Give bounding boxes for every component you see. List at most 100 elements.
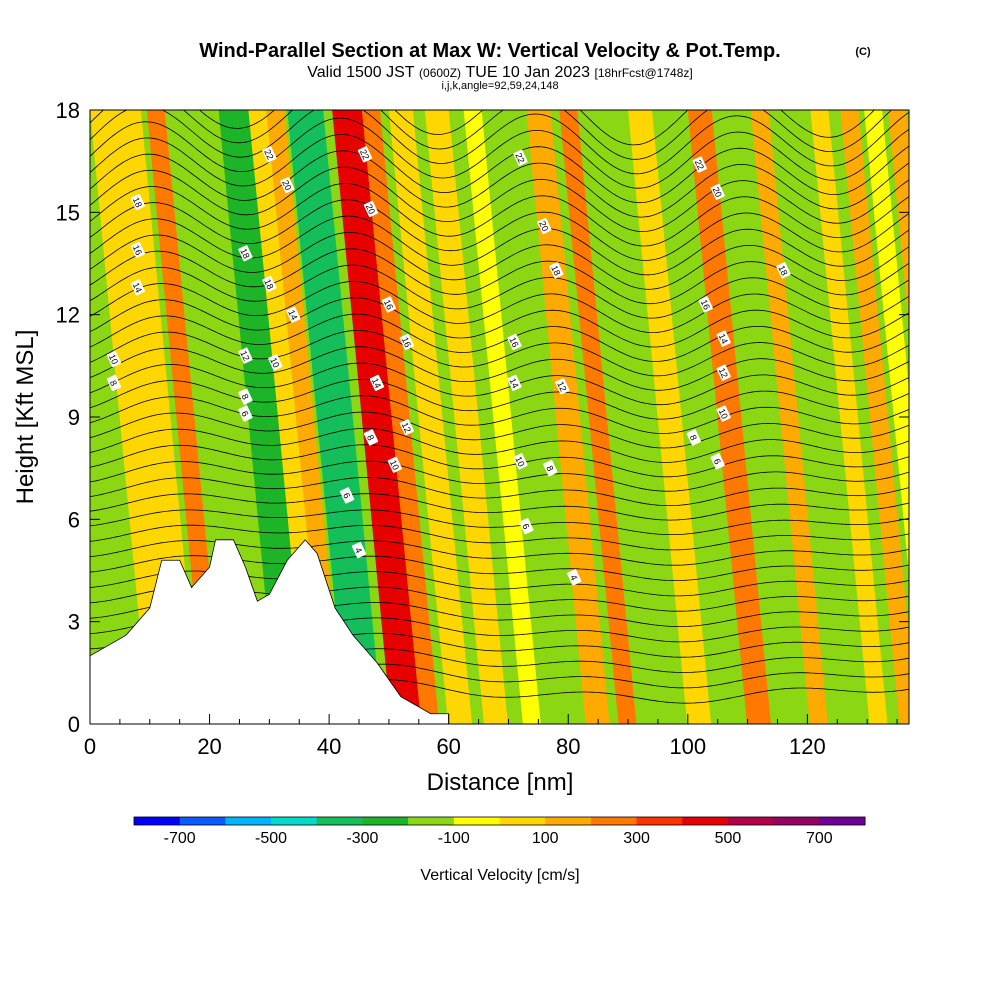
svg-text:18: 18 (549, 264, 562, 277)
svg-text:8: 8 (688, 433, 699, 442)
theta-contour-line (90, 460, 909, 492)
valid-date: TUE 10 Jan 2023 (466, 64, 591, 81)
colorbar-tick-label: 500 (715, 830, 742, 847)
svg-text:8: 8 (108, 379, 119, 388)
colorbar-tick-label: 700 (806, 830, 833, 847)
svg-text:14: 14 (717, 332, 730, 345)
x-tick-label: 80 (556, 734, 580, 759)
velocity-band-11 (424, 110, 508, 724)
contour-label-14: 14 (716, 330, 731, 347)
contour-label-10: 10 (513, 453, 528, 470)
svg-text:10: 10 (388, 458, 401, 471)
svg-text:4: 4 (568, 573, 579, 582)
contour-label-16: 16 (130, 241, 145, 258)
contour-label-12: 12 (399, 419, 415, 436)
svg-text:22: 22 (513, 151, 526, 164)
theta-contour-line (90, 231, 909, 290)
velocity-band-7 (287, 110, 383, 724)
y-tick-label: 12 (56, 303, 80, 328)
svg-text:14: 14 (370, 376, 383, 389)
velocity-band-17 (628, 110, 712, 724)
velocity-band-12 (463, 110, 541, 724)
y-tick-label: 18 (56, 98, 80, 123)
contour-label-16: 16 (507, 333, 522, 351)
y-tick-label: 9 (68, 405, 80, 430)
contour-label-20: 20 (710, 183, 725, 200)
contour-label-10: 10 (268, 354, 283, 371)
contour-label-18: 18 (238, 245, 253, 262)
svg-text:20: 20 (364, 202, 377, 215)
svg-text:22: 22 (358, 148, 371, 161)
contour-label-16: 16 (698, 296, 713, 313)
theta-contour-line (90, 248, 909, 305)
x-tick-label: 20 (197, 734, 221, 759)
contour-label-8: 8 (238, 388, 253, 405)
svg-text:10: 10 (268, 356, 281, 369)
contour-label-22: 22 (262, 146, 277, 163)
theta-contour-line (90, 183, 909, 247)
valid-time-line: Valid 1500 JST (0600Z) TUE 10 Jan 2023 [… (307, 64, 692, 81)
contour-label-6: 6 (238, 405, 253, 422)
colorbar-swatch (545, 817, 592, 825)
theta-contour-line (90, 330, 909, 377)
colorbar-swatch (773, 817, 820, 825)
contour-label-18: 18 (549, 262, 564, 279)
velocity-band-26 (888, 110, 909, 328)
contour-label-8: 8 (543, 460, 558, 477)
theta-contour-line (90, 313, 909, 362)
svg-text:20: 20 (711, 185, 724, 198)
y-tick-label: 3 (68, 610, 80, 635)
theta-contour-line (90, 395, 909, 434)
contour-label-20: 20 (363, 200, 379, 218)
contour-label-10: 10 (106, 350, 122, 368)
contour-label-6: 6 (339, 487, 355, 504)
x-tick-label: 100 (669, 734, 706, 759)
svg-text:16: 16 (400, 336, 413, 349)
theta-contour-line (90, 166, 909, 232)
contour-label-18: 18 (130, 193, 145, 211)
velocity-band-0 (90, 110, 174, 724)
chart-title: Wind-Parallel Section at Max W: Vertical… (199, 40, 780, 62)
contour-label-12: 12 (238, 347, 253, 364)
colorbar: -700 -500 -300 -100 100 300 500 700 (133, 816, 866, 847)
svg-text:8: 8 (239, 392, 250, 401)
y-tick-label: 0 (68, 712, 80, 737)
colorbar-swatch (179, 817, 226, 825)
theta-contour-line (90, 110, 909, 175)
velocity-band-6 (266, 110, 344, 724)
theta-contour-line (90, 379, 909, 420)
terrain-polygon (90, 539, 450, 724)
colorbar-swatch (316, 817, 363, 825)
svg-text:18: 18 (238, 247, 251, 260)
colorbar-swatch (819, 817, 866, 825)
contour-label-14: 14 (369, 374, 385, 392)
contour-label-22: 22 (357, 146, 373, 163)
colorbar-swatch (590, 817, 638, 825)
theta-contour-line (90, 428, 909, 463)
svg-text:10: 10 (513, 455, 526, 468)
svg-text:12: 12 (238, 349, 251, 362)
velocity-band-10 (388, 110, 473, 724)
contour-label-10: 10 (387, 456, 403, 473)
velocity-band-8 (332, 110, 422, 724)
svg-text:12: 12 (717, 366, 730, 379)
theta-contour-line (198, 110, 875, 146)
valid-prefix: Valid 1500 JST (307, 64, 415, 81)
contour-label-22: 22 (513, 149, 528, 166)
svg-text:12: 12 (400, 421, 413, 434)
contour-label-22: 22 (692, 156, 707, 173)
contour-label-16: 16 (381, 296, 397, 313)
velocity-band-16 (595, 110, 673, 724)
theta-contour-line (90, 264, 909, 319)
theta-contour-line (90, 477, 909, 506)
colorbar-swatch (271, 817, 318, 825)
theta-contour-line (90, 297, 909, 348)
contour-label-12: 12 (716, 364, 731, 381)
colorbar-tick-label: 100 (532, 830, 559, 847)
valid-utc: (0600Z) (419, 66, 461, 80)
contour-label-6: 6 (519, 518, 534, 535)
svg-text:20: 20 (537, 220, 550, 233)
contour-label-8: 8 (686, 429, 701, 446)
svg-text:20: 20 (280, 179, 293, 192)
